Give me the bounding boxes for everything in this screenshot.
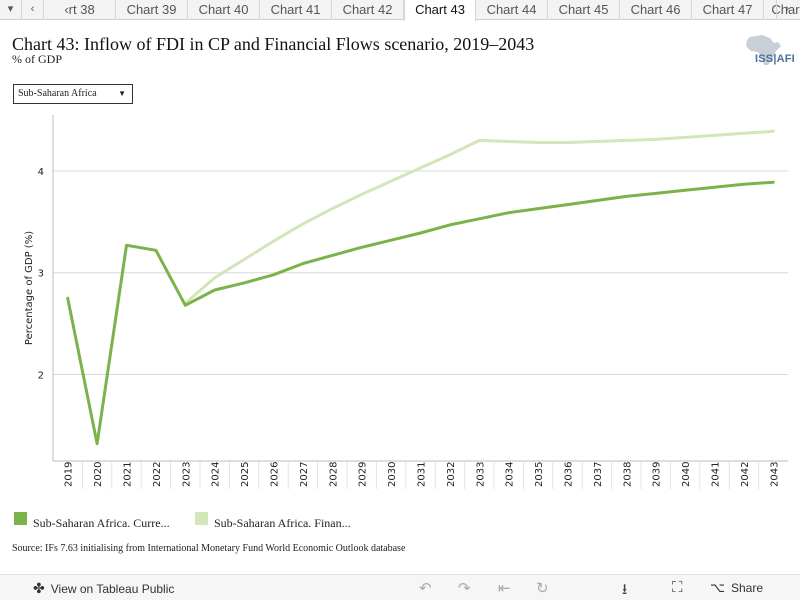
x-tick-label: 2034 xyxy=(505,462,516,487)
refresh-icon[interactable]: ↻ xyxy=(536,580,549,597)
x-tick-label: 2019 xyxy=(64,462,75,487)
y-tick-label: 3 xyxy=(38,269,44,280)
x-tick-label: 2028 xyxy=(328,462,339,487)
x-tick-label: 2042 xyxy=(740,462,751,487)
share-button[interactable]: ⌥ Share xyxy=(710,580,763,596)
tab-9[interactable]: Chart 46 xyxy=(620,0,692,20)
revert-icon[interactable]: ⇤ xyxy=(498,580,511,597)
download-icon[interactable]: ⭳ xyxy=(622,581,628,598)
x-tick-label: 2029 xyxy=(358,462,369,487)
tab-menu-icon[interactable]: ▾ xyxy=(0,0,22,20)
x-tick-label: 2023 xyxy=(181,462,192,487)
tab-4[interactable]: Chart 41 xyxy=(260,0,332,20)
x-tick-label: 2021 xyxy=(123,462,134,487)
legend-swatch-current xyxy=(14,512,27,525)
region-filter-value: Sub-Saharan Africa xyxy=(18,88,97,99)
line-chart: 2 3 4 2019 2020 2021 2022 2023 2024 2025 2026 2027 2… xyxy=(24,115,788,489)
x-tick-label: 2043 xyxy=(769,462,780,487)
x-tick-label: 2039 xyxy=(652,462,663,487)
x-tick-label: 2033 xyxy=(475,462,486,487)
tab-2[interactable]: Chart 39 xyxy=(116,0,188,20)
share-label: Share xyxy=(730,581,764,595)
share-icon: ⌥ xyxy=(710,580,725,595)
tableau-icon: ✤ xyxy=(33,580,45,596)
x-tick-label: 2038 xyxy=(622,462,633,487)
x-tick-label: 2036 xyxy=(564,462,575,487)
undo-icon[interactable]: ↶ xyxy=(419,580,432,597)
tab-strip: ▾ ‹ ‹rt 38 Chart 39 Chart 40 Chart 41 Chart … xyxy=(0,0,800,21)
x-tick-label: 2040 xyxy=(681,462,692,487)
x-tick-label: 2035 xyxy=(534,462,545,487)
x-tick-label: 2025 xyxy=(240,462,251,487)
x-tick-label: 2027 xyxy=(299,462,310,487)
x-tick-label: 2024 xyxy=(211,462,222,487)
tab-11[interactable]: Char xyxy=(764,0,800,20)
legend-label-current: Sub-Saharan Africa. Curre... xyxy=(33,516,170,530)
legend-swatch-financial xyxy=(195,512,208,525)
view-on-tableau-link[interactable]: ✤ View on Tableau Public xyxy=(33,580,174,597)
tab-8[interactable]: Chart 45 xyxy=(548,0,620,20)
series-line-current xyxy=(66,180,775,446)
redo-icon[interactable]: ↷ xyxy=(458,580,471,597)
series-line-financial xyxy=(183,129,775,305)
fullscreen-icon[interactable]: ⛶ xyxy=(672,579,683,596)
tab-10[interactable]: Chart 47 xyxy=(692,0,764,20)
x-tick-label: 2020 xyxy=(93,462,104,487)
region-filter-select[interactable]: Sub-Saharan Africa ▼ xyxy=(13,84,133,104)
x-tick-label: 2022 xyxy=(152,462,163,487)
x-tick-label: 2041 xyxy=(711,462,722,487)
x-tick-label: 2026 xyxy=(270,462,281,487)
tableau-toolbar: ✤ View on Tableau Public ↶ ↷ ⇤ ↻ ⭳ ⛶ ⌥ Sha… xyxy=(0,574,800,600)
tab-6[interactable]: Chart 43 xyxy=(404,0,476,21)
page-title: Chart 43: Inflow of FDI in CP and Financ… xyxy=(12,34,535,54)
tab-5[interactable]: Chart 42 xyxy=(332,0,404,20)
tab-next-icon[interactable]: › xyxy=(776,0,798,20)
y-tick-label: 2 xyxy=(38,371,44,382)
legend-label-financial: Sub-Saharan Africa. Finan... xyxy=(214,516,351,530)
tab-3[interactable]: Chart 40 xyxy=(188,0,260,20)
x-tick-label: 2030 xyxy=(387,462,398,487)
tab-prev-icon[interactable]: ‹ xyxy=(22,0,44,20)
chevron-down-icon: ▼ xyxy=(118,89,126,98)
tab-1[interactable]: ‹rt 38 xyxy=(44,0,116,20)
y-tick-label: 4 xyxy=(38,167,44,178)
x-tick-label: 2037 xyxy=(593,462,604,487)
y-axis-title: Percentage of GDP (%) xyxy=(24,231,35,345)
source-note: Source: IFs 7.63 initialising from Inter… xyxy=(12,543,406,554)
view-on-tableau-label: View on Tableau Public xyxy=(50,582,175,596)
page-subtitle: % of GDP xyxy=(12,52,62,66)
africa-map-icon xyxy=(746,35,781,65)
x-tick-label: 2032 xyxy=(446,462,457,487)
brand-logo-text: ISS|AFI xyxy=(755,53,795,65)
tab-7[interactable]: Chart 44 xyxy=(476,0,548,20)
x-tick-label: 2031 xyxy=(417,462,428,487)
